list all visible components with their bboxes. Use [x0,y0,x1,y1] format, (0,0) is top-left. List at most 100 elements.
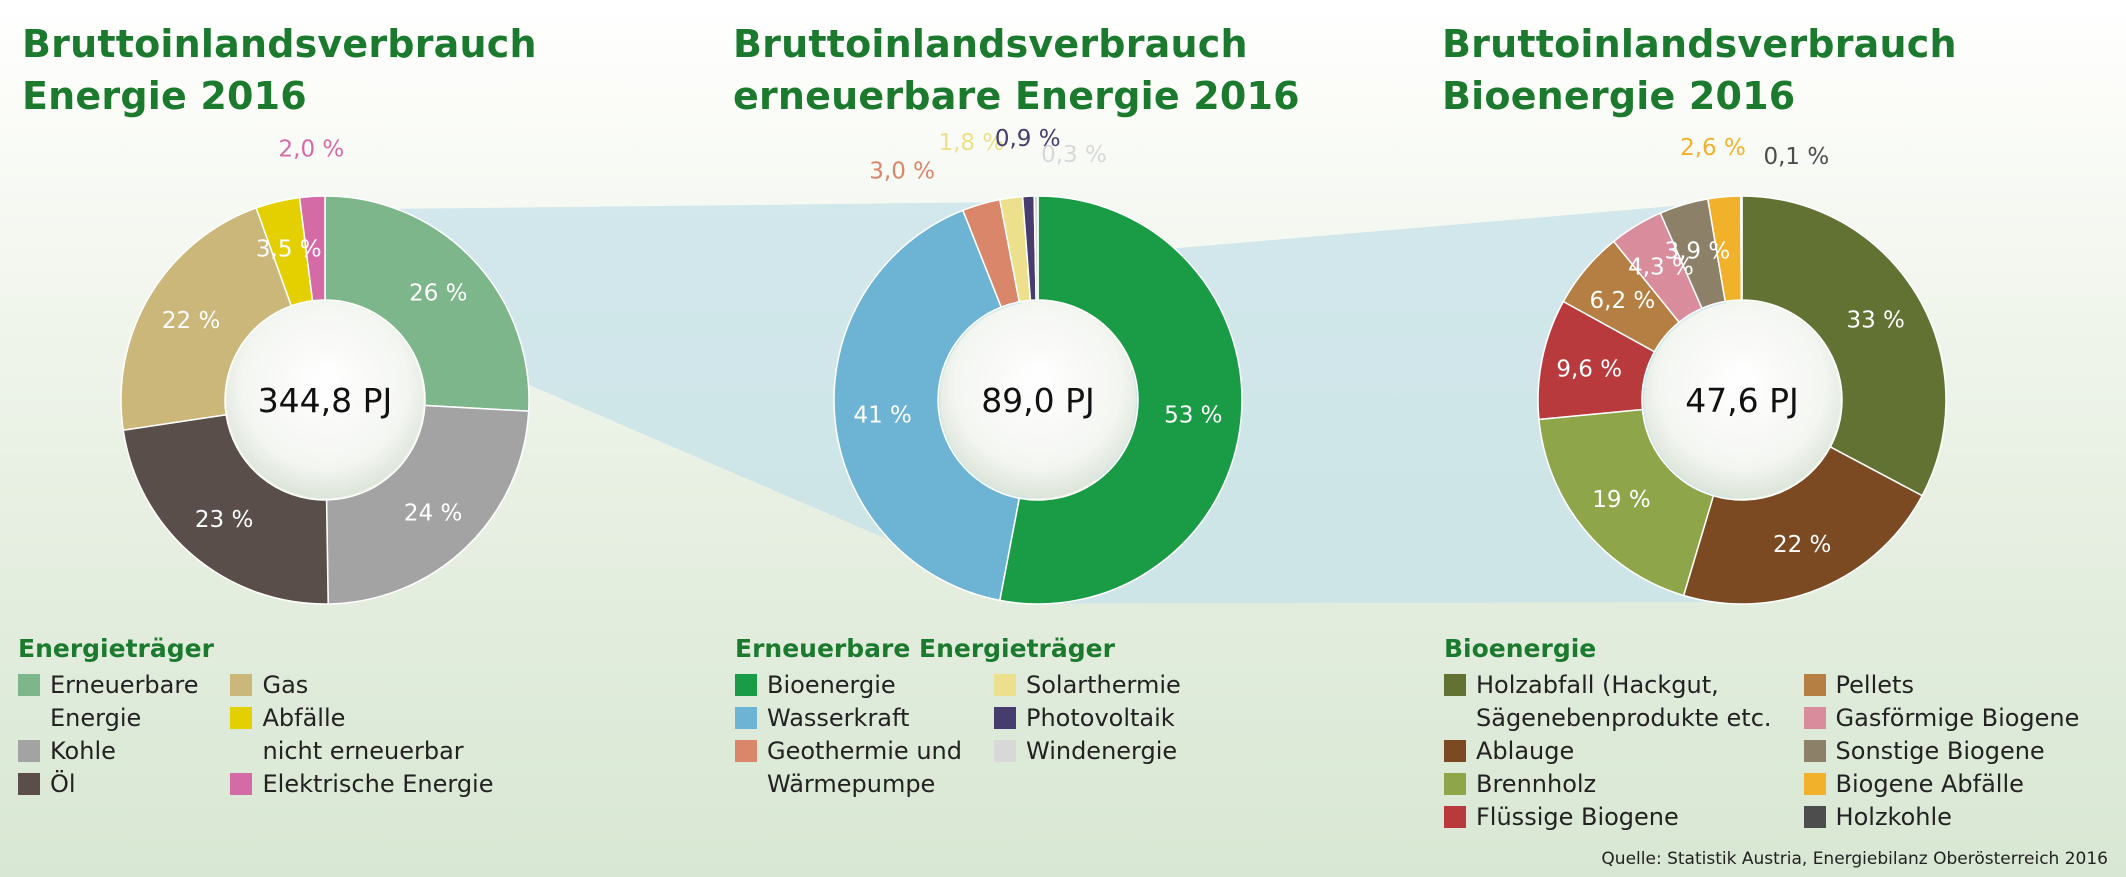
legend-item: Wasserkraft [735,702,962,735]
legend-swatch [1444,740,1466,762]
slice-value-label: 1,8 % [938,130,1004,156]
legend-label: Windenergie [1025,737,1178,765]
legend-item: Geothermie und Wärmepumpe [735,735,962,801]
legend-swatch [1803,707,1826,729]
slice-value-label: 26 % [409,281,467,307]
legend-swatch [1803,674,1826,696]
legend-swatch [1444,674,1466,696]
chart-title-line: erneuerbare Energie 2016 [733,74,1300,118]
legend-item: Gasförmige Biogene [1803,702,2080,735]
pie-slice [1739,195,1743,301]
legend-swatch [735,707,757,729]
legend-energietraeger: Energieträger Erneuerbare Energie Kohle Öl… [18,634,493,801]
legend-swatch [735,674,757,696]
pie-slice [1033,195,1039,301]
slice-value-label: 33 % [1846,308,1904,334]
slice-value-label: 19 % [1592,487,1650,513]
legend-label: Bioenergie [767,671,896,699]
chart-title-line: Bruttoinlandsverbrauch [22,22,537,66]
legend-title: Energieträger [18,634,214,663]
donut-chart-2: 47,6 PJ 33 % 22 % 19 % 9,6 % 6,2 % 4,3 %3,9 % 2… [1537,135,1947,605]
pie-slice [122,413,329,605]
legend-bioenergie: Bioenergie Holzabfall (Hackgut, Sägenebe… [1444,634,2079,834]
legend-label: Erneuerbare Energie [50,671,199,732]
legend-label: Gas [262,671,309,699]
slice-value-label: 6,2 % [1590,288,1656,314]
slice-value-label: 24 % [404,500,462,526]
pie-slice [298,195,326,302]
legend-swatch [993,740,1016,762]
center-total-label: 89,0 PJ [981,381,1095,420]
legend-item: Öl [18,768,198,801]
legend-column: Gas Abfälle nicht erneuerbar Elektrische E… [230,669,493,801]
legend-swatch [1803,806,1826,828]
legend-title: Bioenergie [1444,634,1597,663]
legend-label: Gasförmige Biogene [1835,704,2080,732]
slice-value-label: 22 % [162,308,220,334]
pie-slice [325,404,530,605]
legend-swatch [18,674,40,696]
slice-value-label: 3,5 % [256,236,322,262]
legend-item: Photovoltaik [993,702,1181,735]
legend-swatch [1444,773,1466,795]
legend-item: Flüssige Biogene [1444,801,1772,834]
chart-title-line: Energie 2016 [22,74,307,118]
pie-slice [1682,445,1924,605]
donut-chart-0: 344,8 PJ 26 % 24 % 23 % 22 % 3,5 % 2,0 % [120,136,530,605]
legend-swatch [18,740,40,762]
slice-value-label: 0,3 % [1041,142,1107,168]
legend-label: Ablauge [1476,737,1575,765]
legend-item: Erneuerbare Energie [18,669,198,735]
pie-slice [120,206,293,432]
legend-label: Solarthermie [1025,671,1181,699]
legend-swatch [1803,773,1826,795]
legend-label: Flüssige Biogene [1476,803,1679,831]
legend-column: Erneuerbare Energie Kohle Öl [18,669,198,801]
pie-slice [324,195,530,412]
center-total-label: 47,6 PJ [1685,381,1799,420]
slice-value-label: 4,3 % [1628,255,1694,281]
legend-label: Photovoltaik [1025,704,1175,732]
legend-label: Pellets [1835,671,1914,699]
chart-title-erneuerbare: Bruttoinlandsverbrauch erneuerbare Energ… [733,18,1300,122]
donut-hole [1644,302,1840,498]
legend-label: Holzkohle [1835,803,1952,831]
legend-swatch [230,773,253,795]
legend-item: Biogene Abfälle [1803,768,2080,801]
donut-chart-1: 89,0 PJ 53 % 41 % 3,0 %1,8 %0,9 %0,3 % [833,126,1243,605]
legend-item: Gas [230,669,493,702]
donut-hole [227,302,423,498]
donut-hole [940,302,1136,498]
legend-item: Bioenergie [735,669,962,702]
legend-label: Elektrische Energie [262,770,494,798]
center-total-label: 344,8 PJ [258,381,393,420]
legend-label: Brennholz [1476,770,1597,798]
legend-swatch [1444,806,1466,828]
chart-title-bioenergie: Bruttoinlandsverbrauch Bioenergie 2016 [1442,18,1957,122]
chart-title-line: Bruttoinlandsverbrauch [1442,22,1957,66]
legend-label: Holzabfall (Hackgut, Sägenebenprodukte e… [1476,671,1772,732]
legend-label: Wasserkraft [767,704,910,732]
legend-item: Holzkohle [1803,801,2080,834]
legend-title: Erneuerbare Energieträger [735,634,1115,663]
source-note: Quelle: Statistik Austria, Energiebilanz… [1601,849,2108,869]
slice-value-label: 41 % [853,403,911,429]
legend-item: Kohle [18,735,198,768]
legend-item: Ablauge [1444,735,1772,768]
legend-item: Windenergie [993,735,1181,768]
pie-slice [1538,408,1715,597]
pie-slice [833,209,1021,602]
slice-value-label: 3,0 % [869,159,935,185]
legend-label: Biogene Abfälle [1835,770,2024,798]
legend-column: Pellets Gasförmige Biogene Sonstige Biogen… [1803,669,2080,834]
legend-item: Abfälle nicht erneuerbar [230,702,493,768]
slice-value-label: 23 % [195,507,253,533]
legend-item: Solarthermie [993,669,1181,702]
legend-label: Kohle [50,737,116,765]
slice-value-label: 2,0 % [279,136,345,162]
legend-column: Bioenergie Wasserkraft Geothermie und Wärm… [735,669,962,801]
slice-value-label: 2,6 % [1680,135,1746,161]
slice-value-label: 9,6 % [1556,356,1622,382]
legend-swatch [1803,740,1826,762]
legend-column: Solarthermie Photovoltaik Windenergie [993,669,1181,801]
